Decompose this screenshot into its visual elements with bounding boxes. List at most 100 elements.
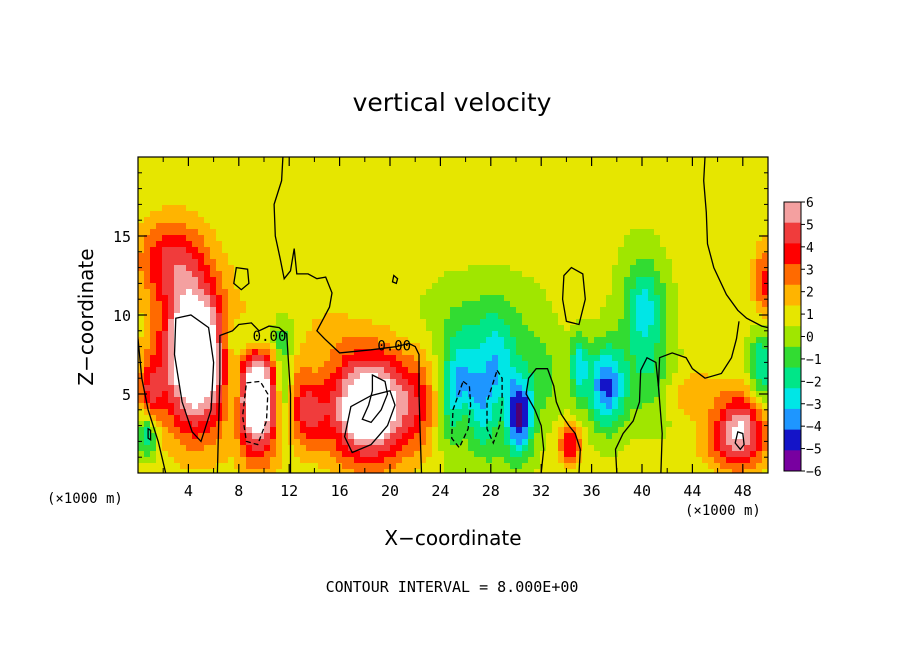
field-cell (444, 301, 451, 308)
field-cell (432, 367, 439, 374)
field-cell (336, 397, 343, 404)
field-cell (576, 283, 583, 290)
field-cell (276, 277, 283, 284)
field-cell (192, 355, 199, 362)
field-cell (498, 187, 505, 194)
field-cell (402, 163, 409, 170)
field-cell (372, 277, 379, 284)
field-cell (354, 295, 361, 302)
field-cell (510, 319, 517, 326)
field-cell (390, 331, 397, 338)
field-cell (612, 301, 619, 308)
field-cell (738, 193, 745, 200)
field-cell (618, 241, 625, 248)
field-cell (252, 271, 259, 278)
field-cell (708, 163, 715, 170)
field-cell (342, 235, 349, 242)
field-cell (672, 253, 679, 260)
field-cell (354, 367, 361, 374)
field-cell (426, 253, 433, 260)
field-cell (150, 319, 157, 326)
field-cell (558, 355, 565, 362)
field-cell (546, 277, 553, 284)
field-cell (366, 343, 373, 350)
field-cell (480, 361, 487, 368)
field-cell (150, 439, 157, 446)
field-cell (174, 397, 181, 404)
field-cell (402, 157, 409, 164)
field-cell (150, 325, 157, 332)
field-cell (300, 253, 307, 260)
field-cell (570, 337, 577, 344)
field-cell (168, 313, 175, 320)
field-cell (756, 205, 763, 212)
field-cell (198, 193, 205, 200)
field-cell (282, 253, 289, 260)
field-cell (630, 277, 637, 284)
field-cell (726, 349, 733, 356)
field-cell (408, 163, 415, 170)
field-cell (216, 427, 223, 434)
field-cell (240, 331, 247, 338)
field-cell (240, 373, 247, 380)
field-cell (576, 223, 583, 230)
field-cell (144, 199, 151, 206)
field-cell (300, 169, 307, 176)
field-cell (474, 361, 481, 368)
field-cell (282, 157, 289, 164)
field-cell (600, 433, 607, 440)
field-cell (648, 283, 655, 290)
field-cell (450, 271, 457, 278)
field-cell (486, 169, 493, 176)
field-cell (480, 331, 487, 338)
field-cell (282, 433, 289, 440)
field-cell (450, 211, 457, 218)
field-cell (744, 223, 751, 230)
field-cell (732, 271, 739, 278)
field-cell (588, 259, 595, 266)
field-cell (714, 175, 721, 182)
field-cell (558, 181, 565, 188)
field-cell (726, 187, 733, 194)
field-cell (582, 247, 589, 254)
field-cell (540, 319, 547, 326)
field-cell (408, 169, 415, 176)
field-cell (486, 313, 493, 320)
field-cell (612, 331, 619, 338)
field-cell (594, 169, 601, 176)
field-cell (540, 247, 547, 254)
field-cell (336, 277, 343, 284)
field-cell (414, 211, 421, 218)
field-cell (546, 217, 553, 224)
field-cell (546, 373, 553, 380)
field-cell (540, 289, 547, 296)
field-cell (564, 235, 571, 242)
field-cell (450, 373, 457, 380)
field-cell (306, 253, 313, 260)
field-cell (372, 397, 379, 404)
field-cell (384, 229, 391, 236)
field-cell (216, 169, 223, 176)
field-cell (360, 379, 367, 386)
field-cell (378, 181, 385, 188)
field-cell (414, 187, 421, 194)
field-cell (174, 253, 181, 260)
field-cell (486, 247, 493, 254)
field-cell (222, 433, 229, 440)
field-cell (684, 163, 691, 170)
field-cell (522, 271, 529, 278)
field-cell (762, 397, 768, 404)
field-cell (228, 427, 235, 434)
field-cell (708, 409, 715, 416)
field-cell (594, 367, 601, 374)
field-cell (480, 163, 487, 170)
field-cell (684, 337, 691, 344)
field-cell (444, 427, 451, 434)
field-cell (390, 241, 397, 248)
field-cell (654, 295, 661, 302)
field-cell (264, 241, 271, 248)
field-cell (240, 433, 247, 440)
field-cell (504, 427, 511, 434)
field-cell (462, 361, 469, 368)
field-cell (180, 217, 187, 224)
